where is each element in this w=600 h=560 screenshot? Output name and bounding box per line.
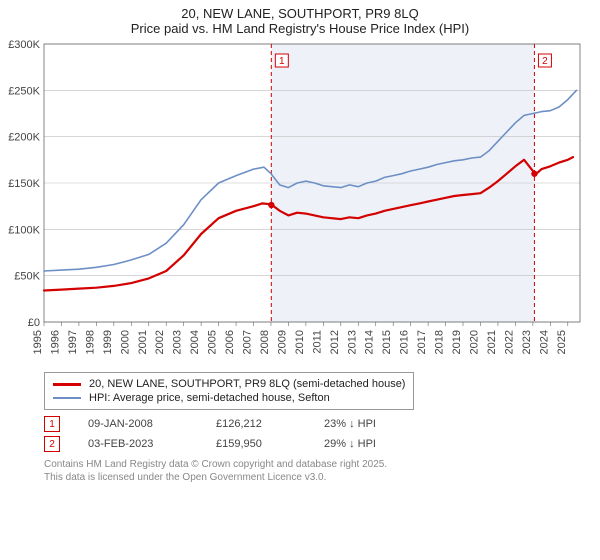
svg-text:2002: 2002 (154, 330, 166, 354)
svg-text:2023: 2023 (521, 330, 533, 354)
svg-text:2009: 2009 (276, 330, 288, 354)
svg-text:2001: 2001 (137, 330, 149, 354)
svg-text:2005: 2005 (207, 330, 219, 354)
svg-text:2016: 2016 (399, 330, 411, 354)
svg-text:2010: 2010 (294, 330, 306, 354)
marker-price: £159,950 (216, 438, 296, 450)
footer-line: Contains HM Land Registry data © Crown c… (44, 458, 590, 471)
svg-text:1998: 1998 (84, 330, 96, 354)
marker-row: 1 09-JAN-2008 £126,212 23% ↓ HPI (44, 414, 590, 434)
footer-line: This data is licensed under the Open Gov… (44, 471, 590, 484)
svg-text:2007: 2007 (242, 330, 254, 354)
svg-text:£50K: £50K (14, 271, 40, 283)
svg-text:£150K: £150K (8, 178, 40, 190)
svg-text:2000: 2000 (119, 330, 131, 354)
marker-table: 1 09-JAN-2008 £126,212 23% ↓ HPI 2 03-FE… (44, 414, 590, 454)
svg-text:2004: 2004 (189, 330, 201, 354)
svg-text:1997: 1997 (67, 330, 79, 354)
svg-text:£200K: £200K (8, 132, 40, 144)
svg-text:2011: 2011 (311, 330, 323, 354)
marker-badge: 2 (44, 436, 60, 452)
legend: 20, NEW LANE, SOUTHPORT, PR9 8LQ (semi-d… (44, 372, 414, 410)
marker-badge: 1 (44, 416, 60, 432)
svg-text:2012: 2012 (329, 330, 341, 354)
svg-text:2018: 2018 (434, 330, 446, 354)
svg-text:2008: 2008 (259, 330, 271, 354)
svg-text:2014: 2014 (364, 330, 376, 354)
legend-item: 20, NEW LANE, SOUTHPORT, PR9 8LQ (semi-d… (53, 377, 405, 391)
svg-text:2021: 2021 (486, 330, 498, 354)
title-block: 20, NEW LANE, SOUTHPORT, PR9 8LQ Price p… (0, 0, 600, 38)
marker-date: 09-JAN-2008 (88, 418, 188, 430)
svg-text:1995: 1995 (32, 330, 44, 354)
svg-text:2: 2 (542, 56, 548, 67)
footer: Contains HM Land Registry data © Crown c… (44, 458, 590, 484)
svg-text:2020: 2020 (468, 330, 480, 354)
svg-text:2022: 2022 (503, 330, 515, 354)
legend-swatch (53, 397, 81, 399)
marker-row: 2 03-FEB-2023 £159,950 29% ↓ HPI (44, 434, 590, 454)
legend-swatch (53, 383, 81, 386)
svg-text:2015: 2015 (381, 330, 393, 354)
chart-area: £0 £50K £100K £150K £200K £250K £300K 1995 1996 1… (0, 38, 600, 368)
svg-text:2003: 2003 (172, 330, 184, 354)
svg-text:2019: 2019 (451, 330, 463, 354)
legend-label: HPI: Average price, semi-detached house,… (89, 392, 330, 404)
marker-date: 03-FEB-2023 (88, 438, 188, 450)
chart-container: 20, NEW LANE, SOUTHPORT, PR9 8LQ Price p… (0, 0, 600, 484)
svg-text:2024: 2024 (538, 330, 550, 354)
svg-text:2017: 2017 (416, 330, 428, 354)
svg-text:£250K: £250K (8, 85, 40, 97)
svg-text:2025: 2025 (556, 330, 568, 354)
title-address: 20, NEW LANE, SOUTHPORT, PR9 8LQ (0, 6, 600, 21)
chart-svg: £0 £50K £100K £150K £200K £250K £300K 1995 1996 1… (0, 38, 600, 368)
svg-text:1999: 1999 (102, 330, 114, 354)
marker-diff: 29% ↓ HPI (324, 438, 414, 450)
svg-text:1996: 1996 (49, 330, 61, 354)
legend-label: 20, NEW LANE, SOUTHPORT, PR9 8LQ (semi-d… (89, 378, 405, 390)
svg-text:£100K: £100K (8, 224, 40, 236)
svg-text:£300K: £300K (8, 39, 40, 51)
svg-text:2006: 2006 (224, 330, 236, 354)
marker-price: £126,212 (216, 418, 296, 430)
svg-text:1: 1 (279, 56, 285, 67)
svg-text:£0: £0 (28, 317, 40, 329)
title-subtitle: Price paid vs. HM Land Registry's House … (0, 21, 600, 36)
marker-diff: 23% ↓ HPI (324, 418, 414, 430)
legend-item: HPI: Average price, semi-detached house,… (53, 391, 405, 405)
svg-text:2013: 2013 (346, 330, 358, 354)
